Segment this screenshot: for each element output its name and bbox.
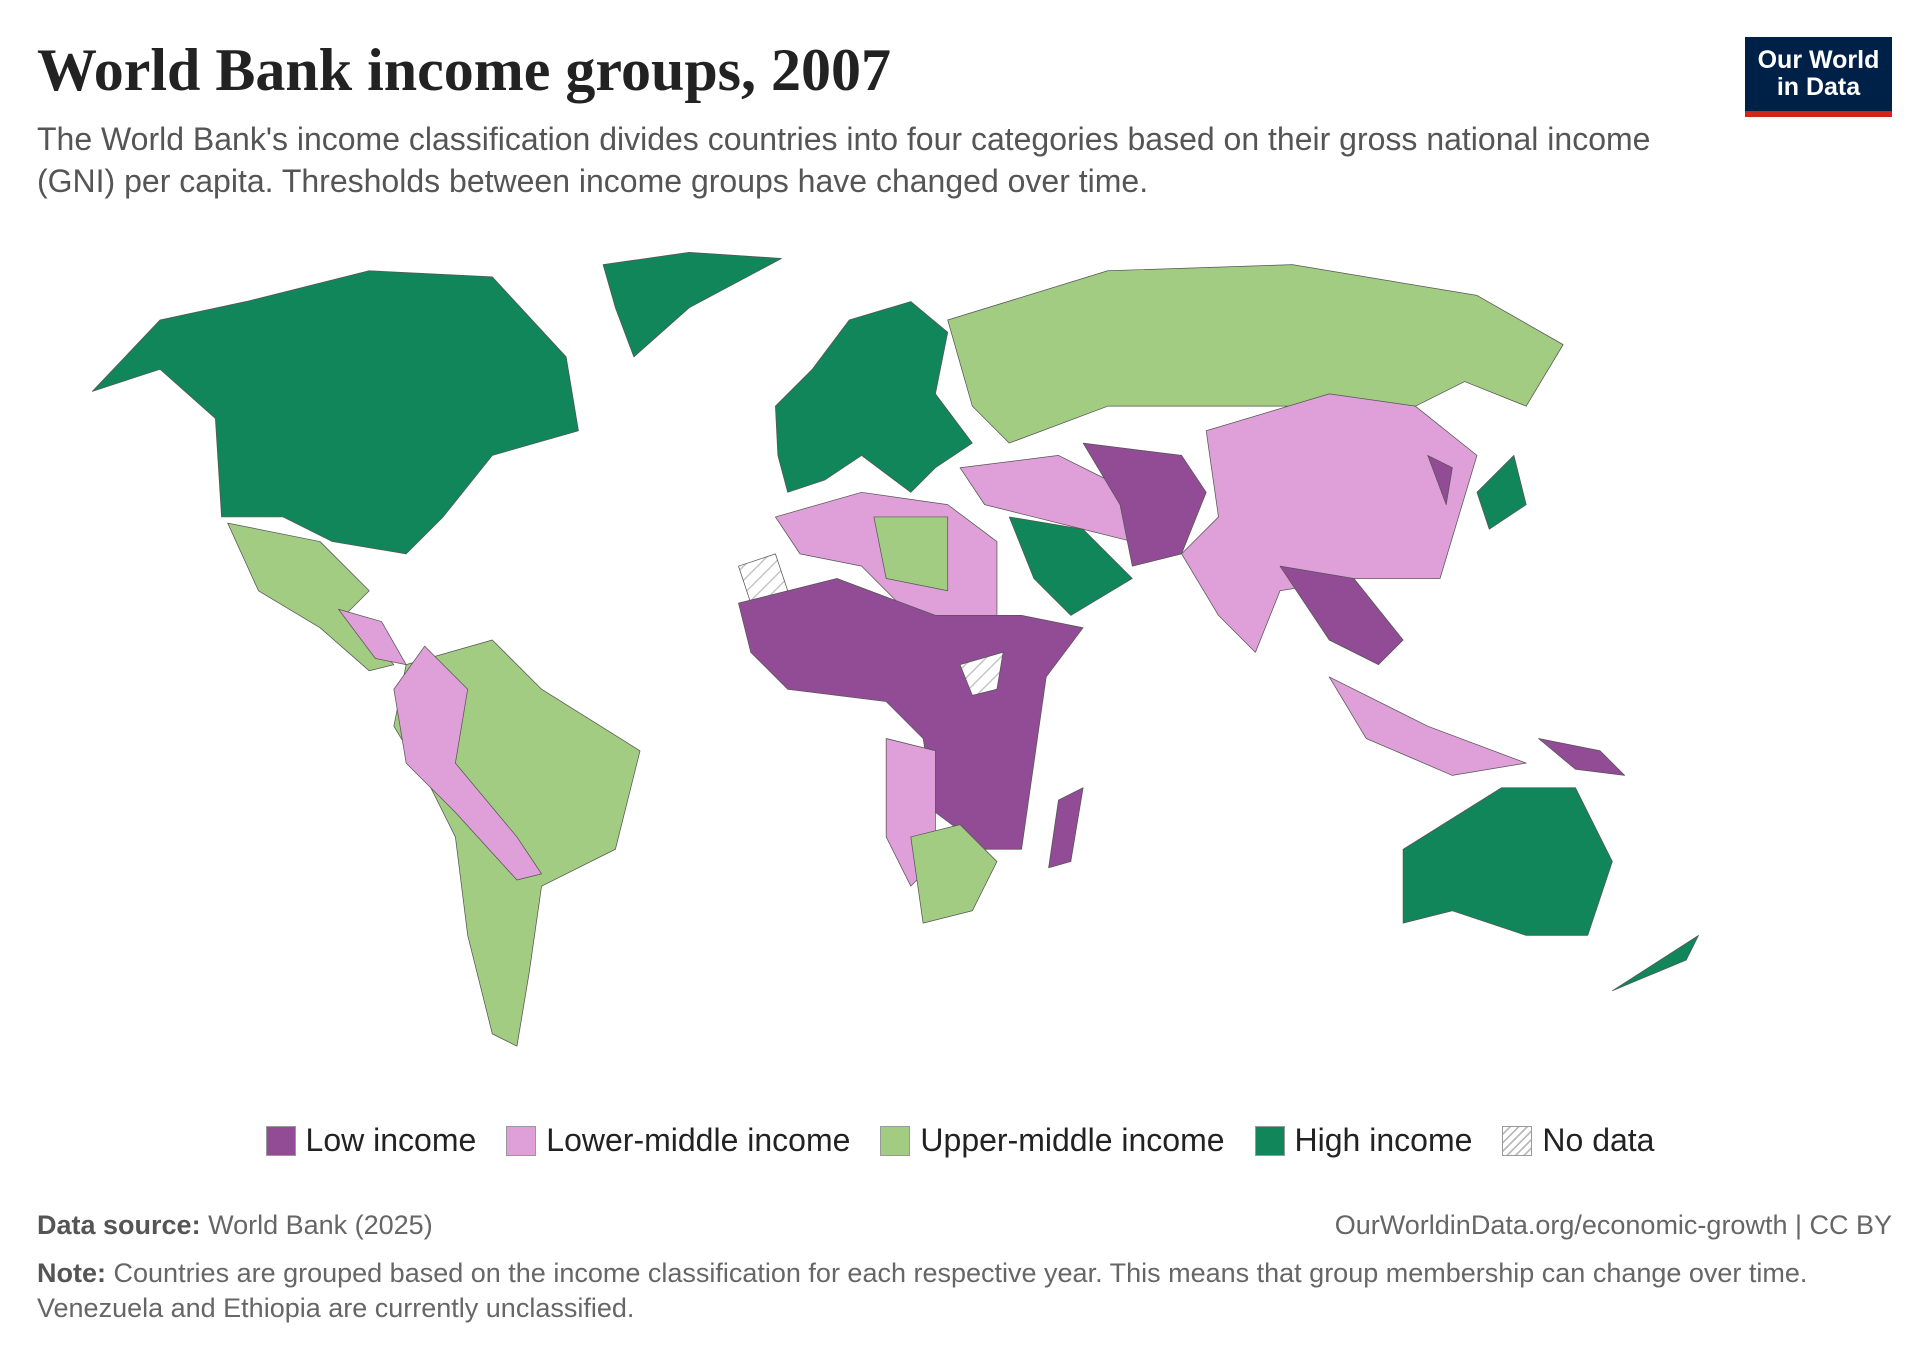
region [910, 824, 998, 924]
legend-label: High income [1294, 1122, 1473, 1158]
region [873, 516, 949, 592]
region [947, 264, 1564, 444]
legend-swatch [506, 1125, 537, 1156]
legend-item[interactable]: High income [1254, 1122, 1473, 1159]
legend-swatch [1254, 1125, 1285, 1156]
region [602, 251, 782, 358]
region [1082, 442, 1207, 567]
region [1008, 516, 1133, 616]
region [1279, 565, 1404, 666]
subtitle: The World Bank's income classification d… [37, 121, 1651, 199]
legend-swatch [1502, 1125, 1533, 1156]
region [1048, 787, 1084, 869]
legend-item[interactable]: Low income [265, 1122, 477, 1159]
legend-item[interactable]: No data [1502, 1122, 1654, 1159]
note-label: Note: [37, 1258, 106, 1288]
region [1427, 455, 1453, 505]
note: Note: Countries are grouped based on the… [37, 1256, 1837, 1326]
region [227, 522, 395, 672]
legend-label: Low income [305, 1122, 477, 1158]
region [393, 645, 542, 881]
region [1611, 935, 1699, 992]
logo-line: Our World [1757, 46, 1880, 74]
legend: Low income Lower-middle income Upper-middl… [0, 1122, 1920, 1159]
source-label: Data source: [37, 1210, 201, 1240]
note-text: Countries are grouped based on the incom… [37, 1258, 1808, 1323]
region [1328, 676, 1527, 776]
legend-label: Upper-middle income [920, 1122, 1225, 1158]
region [775, 301, 973, 493]
source: Data source: World Bank (2025) [37, 1210, 433, 1241]
legend-item[interactable]: Lower-middle income [506, 1122, 850, 1159]
legend-label: No data [1542, 1122, 1655, 1158]
region [91, 270, 579, 555]
region [1538, 738, 1626, 776]
region [1476, 455, 1527, 530]
url[interactable]: OurWorldinData.org/economic-growth | CC … [1334, 1210, 1892, 1240]
world-map [91, 251, 1699, 1047]
legend-item[interactable]: Upper-middle income [880, 1122, 1225, 1159]
source-text: World Bank (2025) [208, 1210, 433, 1240]
legend-swatch [880, 1125, 911, 1156]
region [1402, 787, 1613, 936]
region [738, 578, 1084, 850]
logo-line: in Data [1776, 73, 1861, 101]
legend-label: Lower-middle income [546, 1122, 851, 1158]
region [959, 651, 1004, 696]
title: World Bank income groups, 2007 [37, 37, 892, 103]
logo[interactable]: Our World in Data [1745, 37, 1892, 117]
legend-swatch [265, 1125, 296, 1156]
